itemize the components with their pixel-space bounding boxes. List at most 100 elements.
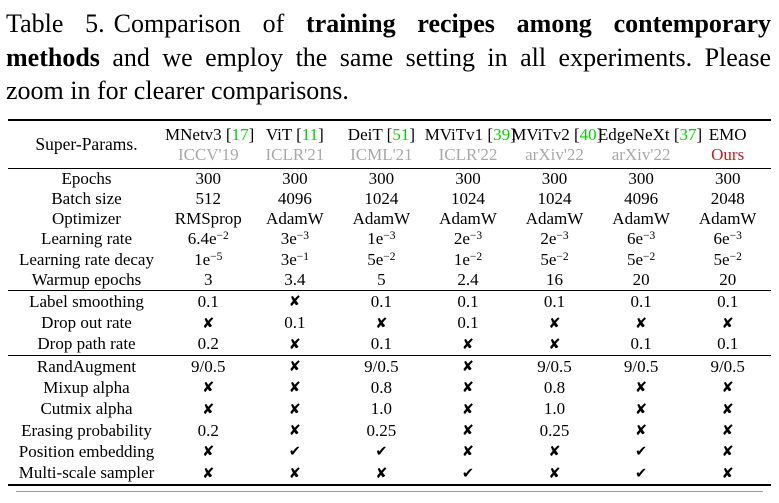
citation-link[interactable]: 51	[392, 124, 410, 144]
cell-erasing-probability-emo: ✘	[684, 420, 771, 441]
table-row-batch-size: Batch size 512 4096 1024 1024 1024 4096 2048	[8, 189, 771, 209]
citation-link[interactable]: 37	[679, 124, 697, 144]
cell-batch-size-mvitv1: 1024	[450, 188, 485, 208]
cell-drop-path-rate-mvitv1: ✘	[425, 334, 512, 356]
citation-link[interactable]: 40	[579, 124, 597, 144]
exponent: −2	[729, 250, 742, 263]
cell-epochs-mvitv1: 300	[455, 168, 481, 188]
cross-mark: ✘	[721, 380, 734, 397]
caption-text-after-bold: and we employ the same setting in all ex…	[6, 42, 771, 106]
cell-label-smoothing-vit: ✘	[252, 291, 339, 313]
cross-mark: ✘	[288, 380, 301, 397]
header-row: Super-Params. MNetv3 [17] ICCV'19 ViT [11] I…	[8, 120, 771, 169]
cell-learning-rate-deit: 1e−3	[367, 229, 396, 249]
cell-mixup-alpha-mvitv2: 0.8	[543, 377, 566, 397]
cross-mark: ✘	[202, 401, 215, 418]
cross-mark: ✘	[635, 380, 648, 397]
cell-label-smoothing-emo: 0.1	[717, 291, 739, 311]
citation-link[interactable]: 17	[231, 124, 249, 144]
cell-mixup-alpha-mvitv1: ✘	[425, 377, 512, 398]
venue-label: Ours	[711, 144, 745, 164]
cross-mark: ✘	[635, 315, 648, 332]
cell-erasing-probability-mvitv2: 0.25	[539, 420, 570, 440]
cross-mark: ✘	[548, 465, 561, 482]
cell-learning-rate-mvitv1: 2e−3	[453, 229, 483, 249]
cross-mark: ✘	[461, 359, 475, 376]
venue-label: arXiv'22	[525, 144, 584, 164]
table-row-drop-out-rate: Drop out rate ✘ 0.1 ✘ 0.1 ✘ ✘ ✘	[8, 313, 771, 334]
row-label-learning-rate: Learning rate	[40, 229, 133, 249]
cell-drop-path-rate-edgenext: 0.1	[630, 334, 652, 354]
cell-randaugment-emo: 9/0.5	[710, 356, 745, 376]
cell-optimizer-emo: AdamW	[698, 209, 757, 229]
table-row-randaugment: RandAugment 9/0.5 ✘ 9/0.5 ✘ 9/0.5 9/0.5 9/0.5	[8, 356, 771, 378]
cross-mark: ✘	[548, 315, 561, 332]
caption-text-before-bold: Comparison of	[113, 9, 285, 38]
check-mark: ✔	[375, 444, 388, 461]
cross-mark: ✘	[721, 465, 734, 482]
cell-batch-size-emo: 2048	[710, 188, 745, 208]
cell-learning-rate-decay-deit: 5e−2	[367, 249, 396, 269]
cell-learning-rate-decay-mvitv1: 1e−2	[453, 249, 483, 269]
exponent: −3	[469, 230, 483, 243]
cell-position-embedding-mvitv1: ✘	[425, 441, 512, 462]
cell-randaugment-mvitv1: ✘	[425, 356, 512, 378]
cell-position-embedding-vit: ✔	[252, 441, 339, 462]
cell-multi-scale-sampler-emo: ✘	[684, 463, 771, 485]
cross-mark: ✘	[721, 315, 734, 332]
corner-label: Super-Params.	[35, 133, 138, 154]
row-label-label-smoothing: Label smoothing	[29, 291, 144, 311]
cell-batch-size-mvitv2: 1024	[537, 188, 572, 208]
cross-mark: ✘	[202, 444, 215, 461]
cell-multi-scale-sampler-mvitv2: ✘	[511, 463, 598, 485]
check-mark: ✔	[635, 444, 648, 461]
table-row-warmup-epochs: Warmup epochs 3 3.4 5 2.4 16 20 20	[8, 270, 771, 291]
table-row-drop-path-rate: Drop path rate 0.2 ✘ 0.1 ✘ ✘ 0.1 0.1	[8, 334, 771, 356]
cell-drop-path-rate-mvitv2: ✘	[511, 334, 598, 356]
exponent: −2	[216, 230, 229, 243]
training-recipes-table: Super-Params. MNetv3 [17] ICCV'19 ViT [11] I…	[8, 118, 771, 486]
cell-epochs-emo: 300	[714, 168, 741, 188]
cell-label-smoothing-mvitv1: 0.1	[457, 291, 479, 311]
table-row-label-smoothing: Label smoothing 0.1 ✘ 0.1 0.1 0.1 0.1 0.1	[8, 291, 771, 313]
cell-learning-rate-decay-vit: 3e−1	[280, 249, 309, 269]
cell-drop-out-rate-mvitv2: ✘	[511, 313, 598, 334]
cell-warmup-epochs-mnetv3: 3	[204, 269, 213, 289]
citation-link[interactable]: 11	[301, 124, 319, 144]
cross-mark: ✘	[461, 423, 475, 440]
cell-position-embedding-mvitv2: ✘	[511, 441, 598, 462]
venue-label: ICML'21	[350, 144, 413, 164]
cross-mark: ✘	[202, 380, 215, 397]
table-caption: Table 5. Comparison of training recipes a…	[0, 0, 779, 108]
cross-mark: ✘	[461, 444, 475, 461]
cell-drop-out-rate-vit: 0.1	[284, 313, 306, 333]
cell-label-smoothing-edgenext: 0.1	[630, 291, 652, 311]
table-row-epochs: Epochs 300 300 300 300 300 300 300	[8, 168, 771, 189]
cell-batch-size-deit: 1024	[364, 188, 399, 208]
venue-label: arXiv'22	[611, 144, 671, 164]
cell-batch-size-mnetv3: 512	[195, 188, 222, 208]
citation-link[interactable]: 39	[493, 124, 511, 144]
cell-epochs-deit: 300	[368, 168, 395, 188]
column-header-deit: DeiT [51] ICML'21	[338, 120, 425, 169]
table-header: Super-Params. MNetv3 [17] ICCV'19 ViT [11] I…	[8, 120, 771, 169]
check-mark: ✔	[288, 444, 301, 461]
cross-mark: ✘	[288, 336, 301, 353]
exponent: −3	[729, 230, 742, 243]
cell-drop-out-rate-emo: ✘	[684, 313, 771, 334]
method-name: EdgeNeXt [37]	[597, 124, 703, 144]
cell-epochs-edgenext: 300	[628, 168, 654, 188]
column-header-mnetv3: MNetv3 [17] ICCV'19	[165, 120, 254, 169]
cell-warmup-epochs-emo: 20	[719, 269, 737, 289]
venue-label: ICLR'21	[265, 144, 325, 164]
cell-drop-out-rate-edgenext: ✘	[598, 313, 685, 334]
cell-multi-scale-sampler-mnetv3: ✘	[165, 463, 252, 485]
row-label-multi-scale-sampler: Multi-scale sampler	[18, 463, 155, 483]
cell-erasing-probability-vit: ✘	[252, 420, 339, 441]
cell-randaugment-mvitv2: 9/0.5	[537, 356, 572, 376]
cell-warmup-epochs-edgenext: 20	[632, 269, 650, 289]
cell-optimizer-mvitv1: AdamW	[439, 209, 497, 229]
cross-mark: ✘	[461, 336, 475, 353]
row-label-mixup-alpha: Mixup alpha	[43, 377, 130, 397]
table-row-learning-rate-decay: Learning rate decay 1e−5 3e−1 5e−2 1e−2 5e−2 5…	[8, 250, 771, 270]
